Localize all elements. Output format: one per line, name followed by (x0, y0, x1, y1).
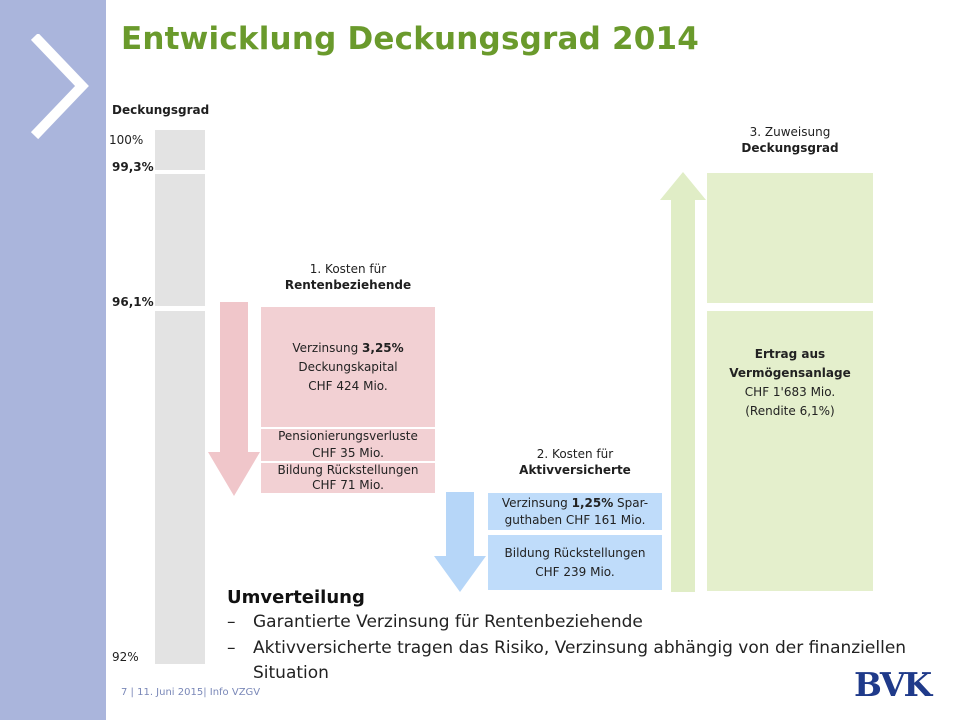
svg-text:BVK: BVK (854, 666, 933, 700)
section3-label: 3. Zuweisung Deckungsgrad (741, 125, 839, 155)
pink-box-verzinsung: Verzinsung 3,25% Deckungskapital CHF 424… (260, 306, 436, 428)
green-up-arrow (660, 172, 706, 592)
pink-box-pensionierungsverluste: Pensionierungsverluste CHF 35 Mio. (260, 428, 436, 462)
bvk-logo: BVK (854, 666, 935, 700)
pink-box-rueckstellungen: Bildung Rückstellungen CHF 71 Mio. (260, 462, 436, 494)
green-box-ertrag: Ertrag aus Vermögensanlage CHF 1'683 Mio… (707, 311, 873, 591)
scale-level-96-1: 96,1% (112, 295, 154, 309)
scale-segment-top (155, 130, 205, 170)
section1-label: 1. Kosten für Rentenbeziehende (284, 262, 412, 292)
blue-box-verzinsung: Verzinsung 1,25% Spar- guthaben CHF 161 … (488, 493, 662, 530)
ertrag-line1: Ertrag aus (754, 347, 826, 361)
footer-text: 7 | 11. Juni 2015| Info VZGV (121, 687, 261, 698)
ertrag-line2: Vermögensanlage (729, 366, 851, 380)
note-bullet-2-cont: Situation (253, 663, 329, 683)
ertrag-rendite: (Rendite 6,1%) (745, 404, 835, 418)
scale-header: Deckungsgrad (112, 103, 210, 117)
note-title: Umverteilung (227, 587, 365, 608)
scale-segment-bottom (155, 311, 205, 664)
note-bullet-2: – Aktivversicherte tragen das Risiko, Ver… (227, 638, 907, 658)
chevron-right-icon (30, 34, 89, 140)
scale-level-100: 100% (109, 133, 144, 147)
green-box-top (707, 173, 873, 303)
scale-level-92: 92% (112, 650, 139, 664)
ertrag-amount: CHF 1'683 Mio. (744, 385, 836, 399)
note-bullet-1: – Garantierte Verzinsung für Rentenbezieh… (227, 612, 643, 632)
scale-segment-middle (155, 174, 205, 306)
blue-box-rueckstellungen: Bildung Rückstellungen CHF 239 Mio. (488, 535, 662, 590)
page-title: Entwicklung Deckungsgrad 2014 (121, 21, 700, 57)
section2-label: 2. Kosten für Aktivversicherte (519, 447, 631, 477)
scale-level-99-3: 99,3% (112, 160, 154, 174)
blue-down-arrow (434, 492, 486, 592)
pink-down-arrow (208, 302, 260, 496)
